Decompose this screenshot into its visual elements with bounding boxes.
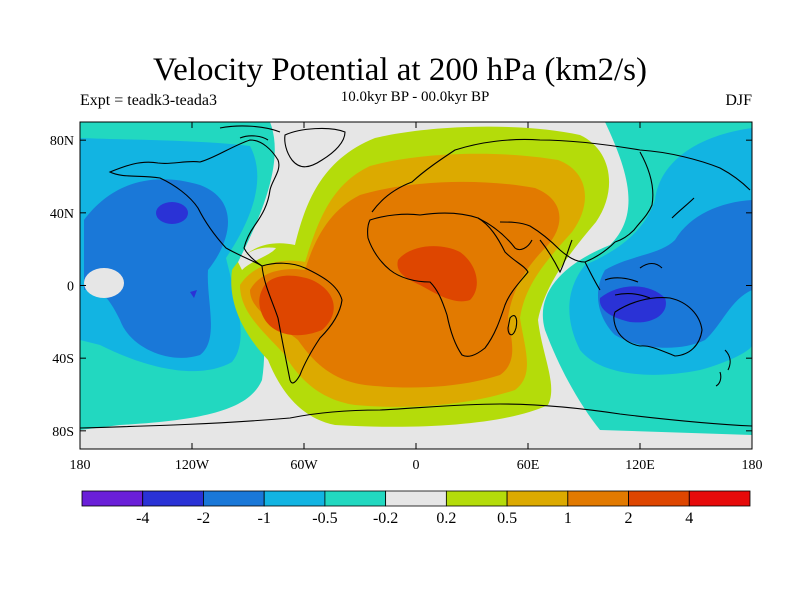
coast-australia	[613, 297, 703, 357]
colorbar-label: -2	[197, 510, 210, 527]
axis-ticks: 180 120W 60W 0 60E 120E 180 80N 40N 0 40S 80S	[50, 122, 763, 473]
colorbar-swatch	[385, 490, 447, 507]
contour-pos-2-africa	[397, 246, 477, 302]
coastlines	[80, 125, 752, 429]
x-tick-label: 0	[413, 458, 420, 473]
x-tick-label: 180	[70, 458, 91, 473]
coast-arctic-islands	[219, 125, 281, 141]
colorbar-label: -4	[136, 510, 149, 527]
colorbar-label: 4	[685, 510, 693, 527]
contour-neg-west-1	[156, 202, 188, 224]
colorbar-swatch	[506, 490, 569, 507]
contour-zero-gap	[238, 247, 276, 270]
chart-title: Velocity Potential at 200 hPa (km2/s)	[152, 52, 648, 88]
y-tick-label: 80N	[50, 134, 74, 149]
colorbar-swatch	[81, 490, 144, 507]
contour-field	[80, 122, 752, 449]
coast-new-zealand	[715, 349, 731, 387]
colorbar-swatch	[203, 490, 265, 507]
y-tick-label: 80S	[52, 425, 74, 440]
colorbar-swatch	[324, 490, 387, 507]
x-tick-label: 60E	[517, 458, 540, 473]
colorbar-label: -0.2	[373, 510, 398, 527]
coast-greenland	[284, 127, 346, 168]
x-tick-label: 120W	[175, 458, 210, 473]
y-tick-label: 40S	[52, 352, 74, 367]
contour-pos-1	[250, 181, 560, 388]
colorbar-label: 0.5	[497, 510, 517, 527]
contour-neg-east-1	[599, 286, 666, 323]
y-tick-label: 0	[67, 280, 74, 295]
colorbar-swatch	[142, 490, 204, 507]
coast-madagascar	[507, 315, 518, 336]
colorbar-label: -1	[258, 510, 271, 527]
contour-neg-west-05	[84, 179, 228, 358]
experiment-label: Expt = teadk3-teada3	[80, 92, 217, 109]
colorbar-swatch	[263, 490, 326, 507]
contour-neg-west-dot	[190, 290, 197, 298]
colorbar-swatch	[445, 490, 508, 507]
colorbar-swatch	[567, 490, 629, 507]
colorbar-label: -0.5	[312, 510, 337, 527]
x-tick-label: 60W	[290, 458, 318, 473]
chart-subtitle: 10.0kyr BP - 00.0kyr BP	[340, 89, 490, 105]
colorbar-swatch	[688, 490, 751, 507]
coast-south-america	[261, 262, 343, 384]
y-tick-label: 40N	[50, 207, 74, 222]
colorbar: -4 -2 -1 -0.5 -0.2 0.2 0.5 1 2 4	[81, 490, 751, 527]
colorbar-label: 0.2	[436, 510, 456, 527]
coast-se-asia	[584, 261, 663, 299]
coast-eurasia	[371, 138, 751, 263]
x-tick-label: 180	[742, 458, 763, 473]
contour-neg-west-hole	[84, 268, 124, 298]
season-label: DJF	[725, 92, 752, 109]
coast-north-america	[108, 139, 280, 267]
coast-arabia-india	[477, 217, 573, 274]
colorbar-label: 2	[625, 510, 633, 527]
colorbar-label: 1	[564, 510, 572, 527]
coast-japan	[671, 197, 695, 219]
coast-antarctica	[80, 403, 752, 429]
colorbar-swatch	[628, 490, 690, 507]
x-tick-label: 120E	[625, 458, 655, 473]
